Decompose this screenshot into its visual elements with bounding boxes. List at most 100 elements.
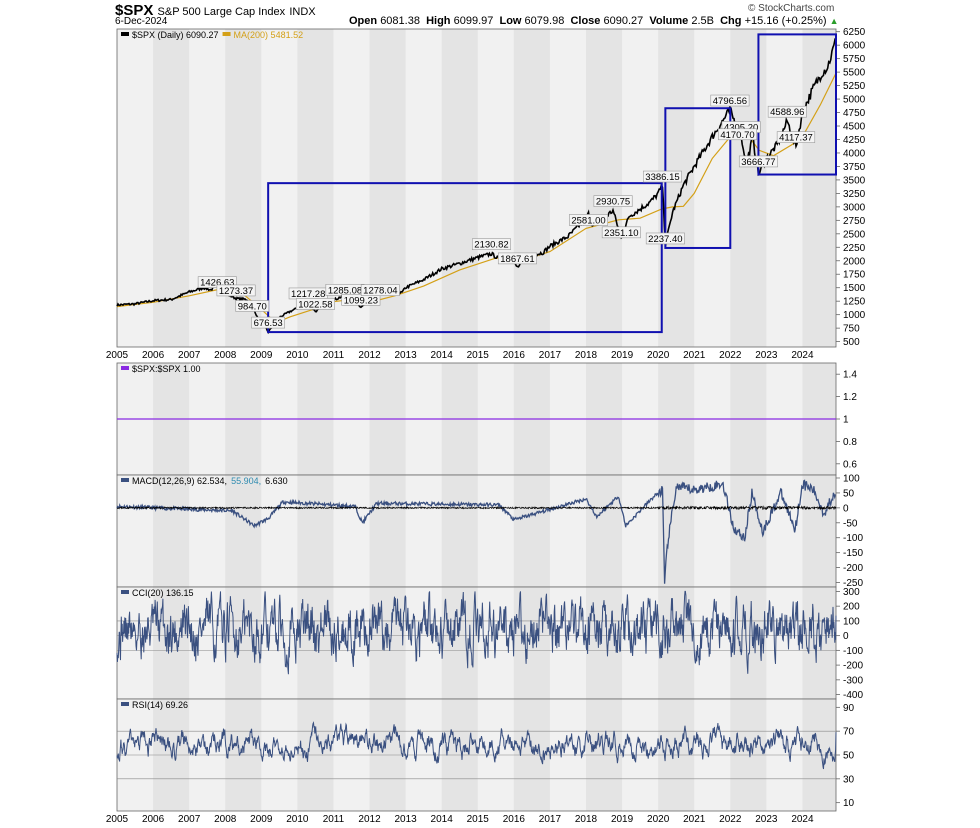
legend-swatch-icon (121, 590, 129, 594)
price-label-box (767, 105, 807, 118)
x-tick-label: 2024 (791, 814, 814, 825)
x-tick-label: 2006 (142, 814, 165, 825)
price-label-box (235, 300, 270, 312)
y-tick-label: 5750 (843, 54, 866, 65)
price-label: 1285.08 (328, 285, 362, 296)
x-tick-label: 2016 (503, 814, 526, 825)
y-tick-label: 5250 (843, 81, 866, 92)
year-band (802, 29, 836, 347)
close-label: Close (570, 15, 601, 27)
price-label-box (360, 284, 400, 296)
y-tick-label: 2750 (843, 216, 866, 227)
price-label-box (593, 195, 633, 207)
macd-line (116, 479, 836, 584)
x-tick-label: 2009 (250, 814, 273, 825)
year-band (441, 475, 478, 587)
y-tick-label: 90 (843, 703, 855, 714)
y-tick-label: 2000 (843, 256, 866, 267)
symbol-text: $SPX (115, 2, 154, 19)
spx-price-line (116, 38, 837, 335)
year-band (513, 29, 550, 347)
chg-value: +15.16 (+0.25%) (744, 15, 827, 27)
y-tick-label: 50 (843, 488, 855, 499)
price-label: 2351.10 (604, 228, 638, 239)
chg-label: Chg (720, 15, 742, 27)
highlight-box (267, 182, 663, 334)
legend-label: $SPX:$SPX 1.00 (132, 364, 201, 374)
x-tick-label: 2006 (142, 350, 165, 361)
y-tick-label: -50 (843, 518, 858, 529)
x-tick-label: 2013 (394, 350, 417, 361)
y-tick-label: 6000 (843, 41, 866, 52)
x-tick-label: 2013 (394, 814, 417, 825)
ohlc-readout: Open 6081.38 High 6099.97 Low 6079.98 Cl… (349, 15, 839, 27)
y-tick-label: -400 (843, 690, 863, 701)
price-label: 1217.28 (291, 289, 325, 300)
year-band (585, 29, 623, 347)
year-band (369, 475, 406, 587)
chart-symbol: $SPX S&P 500 Large Cap Index INDX (115, 2, 316, 19)
volume-value: 2.5B (691, 15, 714, 27)
exchange-code: INDX (289, 6, 316, 18)
y-tick-label: 4000 (843, 148, 866, 159)
close-value: 6090.27 (603, 15, 644, 27)
x-tick-label: 2011 (323, 350, 345, 361)
x-tick-label: 2015 (467, 814, 490, 825)
price-label-box (710, 94, 750, 107)
legend-label: 6.630 (265, 476, 288, 486)
x-tick-label: 2008 (214, 350, 237, 361)
year-band (730, 475, 767, 587)
price-label: 1426.63 (200, 278, 234, 289)
x-tick-label: 2019 (611, 350, 634, 361)
price-label: 676.53 (254, 318, 283, 329)
price-label: 4170.70 (720, 130, 754, 141)
price-label-box (295, 298, 335, 310)
y-tick-label: 750 (843, 324, 860, 335)
price-label: 984.70 (238, 301, 267, 312)
year-band (441, 29, 478, 347)
stockcharts-credit: © StockCharts.com (748, 3, 835, 14)
legend-swatch-icon (121, 32, 129, 36)
x-tick-label: 2010 (286, 814, 309, 825)
x-tick-label: 2011 (323, 814, 345, 825)
y-tick-label: 0.8 (843, 437, 857, 448)
y-tick-label: 1750 (843, 270, 866, 281)
price-label-box (776, 131, 816, 143)
price-label: 1022.58 (298, 299, 332, 310)
y-tick-label: 0 (843, 503, 849, 514)
legend-swatch-icon (121, 478, 129, 482)
y-tick-label: 3500 (843, 175, 866, 186)
y-tick-label: 10 (843, 798, 855, 809)
chart-date: 6-Dec-2024 (115, 16, 168, 27)
x-tick-label: 2015 (467, 350, 490, 361)
price-label: 3666.77 (741, 157, 775, 168)
y-tick-label: 1.4 (843, 370, 857, 381)
price-label-box (471, 238, 511, 251)
y-tick-label: -200 (843, 661, 863, 672)
price-label-box (251, 316, 285, 329)
y-tick-label: 70 (843, 727, 855, 738)
x-tick-label: 2007 (178, 814, 201, 825)
price-label-box (341, 294, 381, 306)
y-tick-label: -300 (843, 675, 863, 686)
price-label: 4796.56 (713, 96, 747, 107)
year-band (585, 475, 623, 587)
price-label: 1867.61 (500, 254, 534, 265)
high-label: High (426, 15, 451, 27)
rsi-line (116, 721, 837, 770)
price-label: 1273.37 (219, 286, 253, 297)
y-tick-label: 3750 (843, 162, 866, 173)
y-tick-label: -150 (843, 548, 863, 559)
up-arrow-icon: ▲ (829, 16, 839, 26)
price-label-box (216, 284, 256, 297)
y-tick-label: 5500 (843, 68, 866, 79)
price-label-box (497, 252, 537, 265)
panel-border (116, 28, 837, 348)
x-tick-label: 2020 (647, 814, 670, 825)
macd-histogram-line (117, 505, 837, 511)
y-tick-label: 1000 (843, 310, 866, 321)
year-band (513, 475, 550, 587)
x-tick-label: 2023 (755, 814, 778, 825)
legend-label: MA(200) 5481.52 (234, 30, 304, 40)
x-tick-label: 2012 (358, 350, 381, 361)
